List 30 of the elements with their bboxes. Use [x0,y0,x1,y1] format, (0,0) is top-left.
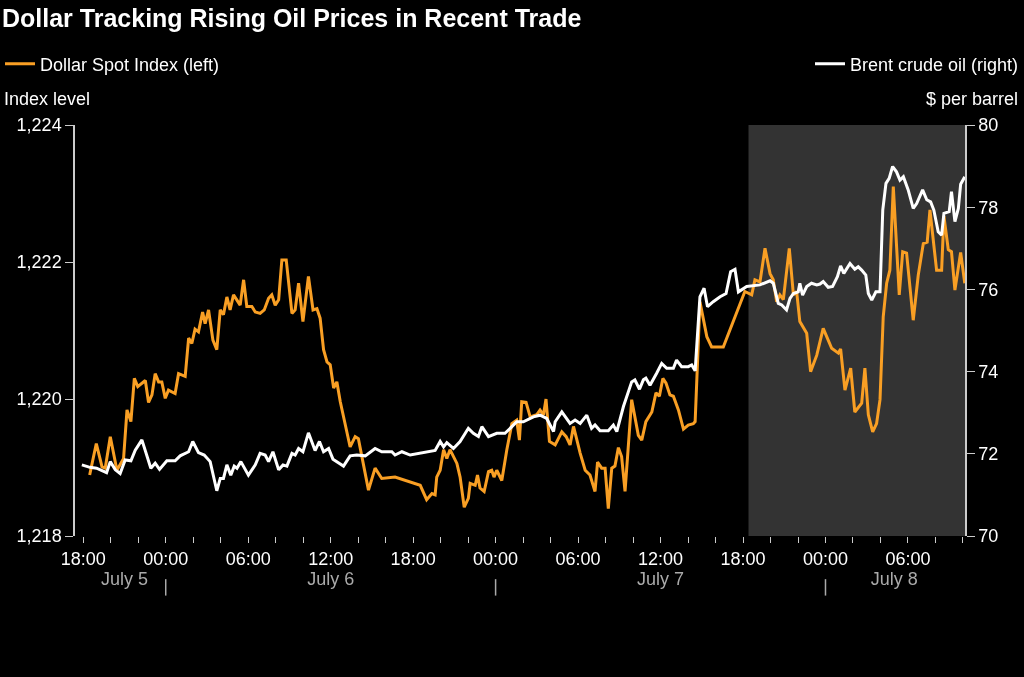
legend-label: Dollar Spot Index (left) [40,54,220,75]
x-tick-label: 00:00 [802,548,849,569]
x2-tick-label: July 7 [637,569,685,589]
x-tick-label: 00:00 [473,548,519,569]
x2-tick-label: July 5 [100,569,148,589]
x2-tick-label: July 8 [870,569,918,589]
x-tick-label: 18:00 [720,548,766,569]
x-tick-label: 00:00 [143,548,189,569]
y2-tick-label: 70 [978,526,999,547]
x2-tick-label: July 6 [307,569,355,589]
y-tick-label: 1,218 [16,526,62,547]
x-tick-label: 12:00 [638,548,684,569]
y2-tick-label: 80 [978,115,999,136]
y-tick-label: 1,222 [16,252,62,273]
chart-title: Dollar Tracking Rising Oil Prices in Recent Trade [2,3,582,32]
y-axis-title: Index level [4,89,91,109]
legend-label: Brent crude oil (right) [850,54,1019,75]
y2-axis-title: $ per barrel [926,89,1019,109]
x-tick-label: 12:00 [308,548,354,569]
y2-tick-label: 72 [978,444,999,465]
x-tick-label: 06:00 [225,548,271,569]
x-tick-label: 06:00 [885,548,931,569]
y2-tick-label: 74 [978,361,999,382]
y-tick-label: 1,220 [16,389,62,410]
x-tick-label: 06:00 [555,548,601,569]
y2-tick-label: 76 [978,279,999,300]
x-tick-label: 18:00 [390,548,436,569]
y2-tick-label: 78 [978,197,999,218]
x-tick-label: 18:00 [60,548,106,569]
y-tick-label: 1,224 [16,115,62,136]
